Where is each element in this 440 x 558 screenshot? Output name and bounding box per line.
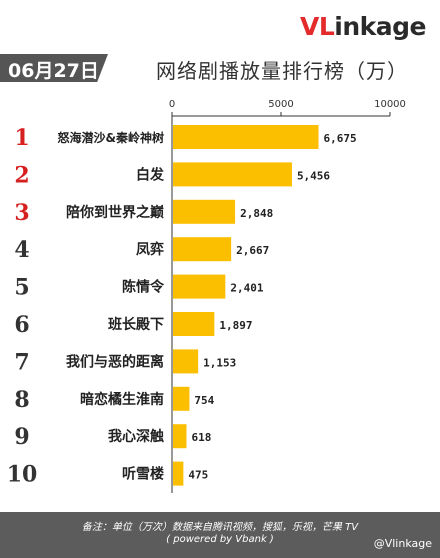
rank-number: 7 xyxy=(14,349,29,375)
rank-number: 4 xyxy=(14,237,29,263)
value-label: 754 xyxy=(194,394,214,407)
category-label: 班长殿下 xyxy=(108,316,164,333)
footer-powered-by: ( powered by Vbank ) xyxy=(166,534,274,545)
category-label: 怒海潜沙&秦岭神树 xyxy=(58,130,164,145)
rank-number: 9 xyxy=(14,424,29,450)
chart-title: 网络剧播放量排行榜（万） xyxy=(156,59,408,83)
x-tick-label: 10000 xyxy=(374,99,406,110)
date-badge: 06月27日 xyxy=(0,54,108,82)
bar xyxy=(173,312,215,336)
x-tick-label: 5000 xyxy=(268,99,293,110)
category-label: 暗恋橘生淮南 xyxy=(80,391,164,408)
category-label: 听雪楼 xyxy=(122,466,164,483)
bar xyxy=(173,274,226,299)
footer: 备注：单位（万次）数据来自腾讯视频，搜狐，乐视，芒果 TV ( powered … xyxy=(0,512,440,558)
category-label: 白发 xyxy=(136,166,165,183)
vlinkage-logo: VLinkage xyxy=(300,12,426,41)
rank-number: 3 xyxy=(14,200,29,226)
bar xyxy=(173,424,187,449)
weibo-handle: @Vlinkage xyxy=(373,537,432,550)
value-label: 618 xyxy=(191,431,211,444)
rank-number: 8 xyxy=(14,387,29,413)
value-label: 2,401 xyxy=(230,282,263,295)
bar xyxy=(173,237,232,262)
x-tick-label: 0 xyxy=(169,99,175,110)
bar xyxy=(173,461,184,486)
rank-number: 1 xyxy=(14,125,29,151)
bar xyxy=(173,125,319,149)
bar xyxy=(173,386,190,411)
value-label: 2,667 xyxy=(236,244,269,257)
bar xyxy=(173,162,292,187)
category-label: 陪你到世界之巅 xyxy=(66,204,164,221)
value-label: 2,848 xyxy=(240,207,273,220)
category-label: 凤弈 xyxy=(136,241,164,258)
value-label: 5,456 xyxy=(297,169,330,182)
bar xyxy=(173,349,199,374)
category-label: 我心深触 xyxy=(108,428,164,445)
rank-number: 6 xyxy=(14,312,29,338)
category-label: 陈情令 xyxy=(122,279,165,296)
value-label: 1,897 xyxy=(219,319,252,332)
value-label: 6,675 xyxy=(324,132,357,145)
bar xyxy=(173,199,236,224)
value-label: 475 xyxy=(188,469,208,482)
date-label: 06月27日 xyxy=(8,60,99,82)
rank-number: 10 xyxy=(7,462,38,488)
footer-note: 备注：单位（万次）数据来自腾讯视频，搜狐，乐视，芒果 TV xyxy=(81,522,359,533)
category-label: 我们与恶的距离 xyxy=(66,353,164,370)
value-label: 1,153 xyxy=(203,356,236,369)
ranking-bar-chart: 0 5000 10000 1 怒海潜沙&秦岭神树 6,675 2 白发 5,456 3 陪你到世界之… xyxy=(7,99,406,493)
rank-number: 2 xyxy=(14,162,29,188)
rank-number: 5 xyxy=(14,275,29,301)
